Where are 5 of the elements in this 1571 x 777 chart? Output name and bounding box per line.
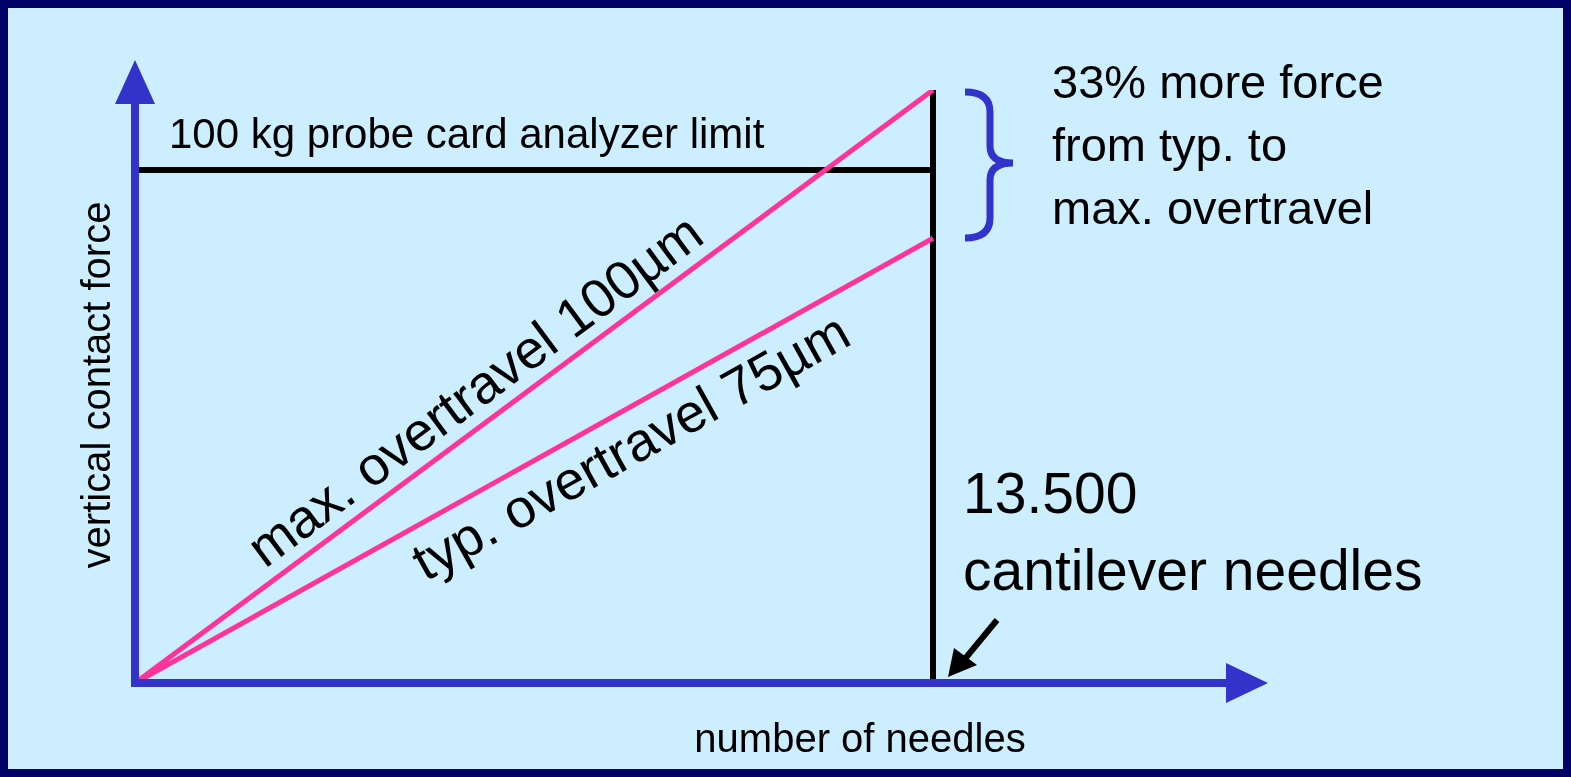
text: 13.500 cantilever needles [963,461,1423,602]
annotation: 33% more force from typ. to max. overtravel [1052,55,1384,234]
ref-line-label: 100 kg probe card analyzer limit [169,110,765,158]
y-axis-title: vertical contact force [74,201,118,569]
x-axis-title: number of needles [694,716,1026,760]
